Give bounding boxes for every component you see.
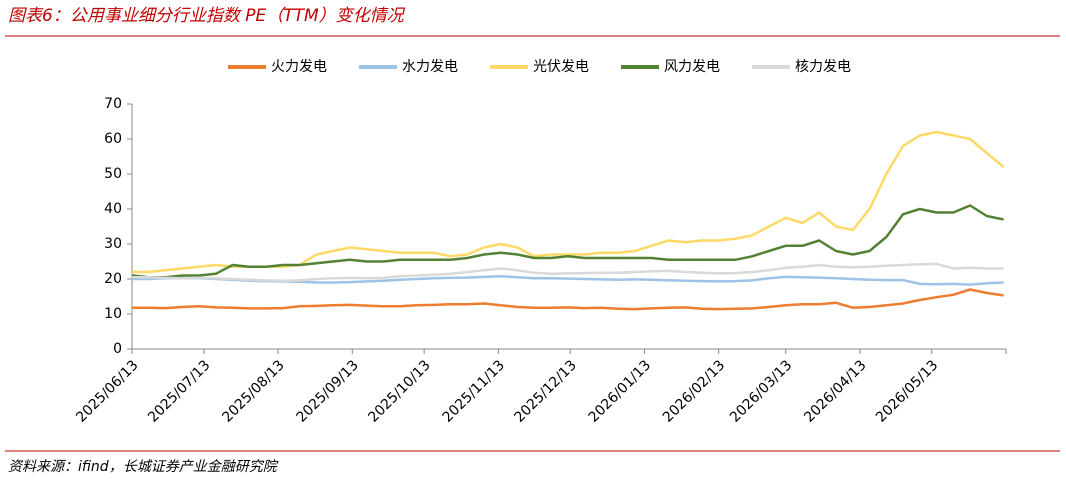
series-line: [132, 288, 1004, 311]
x-tick-label: 2025/09/13: [294, 357, 362, 425]
y-tick-label: 0: [113, 341, 122, 357]
x-tick-label: 2026/03/13: [727, 357, 795, 425]
x-tick-label: 2025/12/13: [511, 357, 579, 425]
x-tick-label: 2026/01/13: [586, 357, 654, 425]
chart-title: 图表6：公用事业细分行业指数 PE（TTM）变化情况: [8, 6, 406, 26]
y-tick-label: 60: [104, 131, 122, 147]
legend-label: 水力发电: [402, 59, 458, 75]
y-tick-label: 50: [104, 166, 122, 182]
x-tick-label: 2026/05/13: [873, 357, 941, 425]
y-tick-label: 30: [104, 236, 122, 252]
x-tick-label: 2026/02/13: [660, 357, 728, 425]
source: 资料来源：ifind，长城证券产业金融研究院: [8, 459, 279, 475]
series-line: [132, 262, 1004, 283]
y-tick-label: 10: [104, 306, 122, 322]
x-tick-label: 2025/06/13: [73, 357, 141, 425]
y-tick-label: 20: [104, 271, 122, 287]
x-tick-label: 2025/08/13: [219, 357, 287, 425]
x-tick-label: 2026/04/13: [801, 357, 869, 425]
x-tick-label: 2025/07/13: [145, 357, 213, 425]
series-line: [131, 204, 1004, 279]
x-tick-label: 2025/10/13: [365, 357, 433, 425]
series-line: [132, 130, 1005, 274]
x-tick-label: 2025/11/13: [440, 357, 508, 425]
legend-label: 风力发电: [664, 59, 720, 75]
legend-label: 光伏发电: [533, 59, 589, 75]
legend-label: 核力发电: [795, 59, 851, 75]
y-tick-label: 40: [104, 201, 122, 217]
legend-label: 火力发电: [271, 59, 327, 75]
y-tick-label: 70: [104, 96, 122, 112]
